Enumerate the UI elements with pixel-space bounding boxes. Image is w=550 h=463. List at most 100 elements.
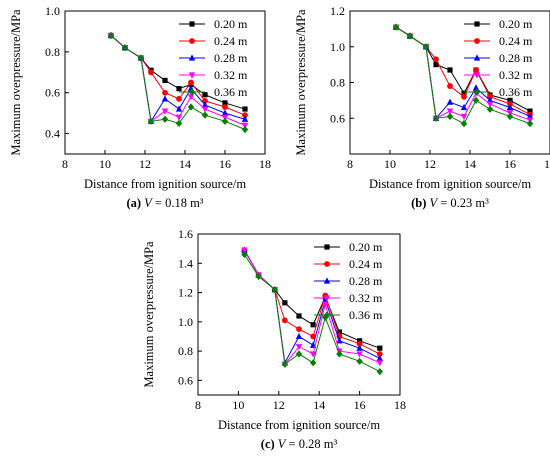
y-axis-title: Maximum overpressure/MPa — [9, 9, 23, 156]
legend-label: 0.24 m — [214, 34, 248, 48]
data-point — [295, 344, 303, 351]
data-point — [460, 113, 468, 121]
data-point — [461, 90, 467, 96]
y-tick-label: 1.0 — [330, 40, 345, 54]
x-tick-label: 10 — [384, 157, 396, 171]
chart-svg: 8 10 12 14 16 18 0.6 0.8 1.0 1.2 Distance from ign… — [294, 4, 550, 210]
chart-svg: 8 10 12 14 16 18 0.6 0.8 1.0 1.2 1.4 1.6 Distance fr… — [142, 227, 406, 451]
data-point — [357, 338, 363, 344]
data-point — [187, 94, 195, 101]
caption-value: = 0.18 m³ — [152, 196, 204, 210]
data-point — [242, 112, 248, 119]
x-tick-label: 10 — [99, 157, 111, 171]
data-point — [486, 105, 494, 113]
x-tick-label: 12 — [139, 157, 151, 171]
caption-letter: (b) — [411, 196, 426, 210]
y-tick-label: 0.8 — [45, 45, 60, 59]
data-point — [222, 104, 228, 110]
data-point — [356, 340, 363, 347]
legend: 0.20 m 0.24 m 0.28 m 0.32 m 0.36 m — [314, 240, 383, 322]
caption-letter: (a) — [126, 196, 141, 210]
legend-label: 0.32 m — [349, 291, 383, 305]
data-point — [486, 101, 494, 108]
panel-caption: (b) V = 0.23 m³ — [411, 196, 489, 210]
series-line — [110, 35, 246, 130]
y-tick-label: 1.0 — [178, 315, 193, 329]
caption-letter: (c) — [261, 437, 275, 451]
y-tick-label: 0.6 — [45, 86, 60, 100]
chart-svg: 8 10 12 14 16 18 0.4 0.6 0.8 1.0 Distance from ign… — [9, 4, 271, 210]
legend-label: 0.24 m — [499, 34, 533, 48]
x-tick-label: 16 — [219, 157, 231, 171]
data-point — [377, 345, 383, 351]
legend-item: 0.28 m — [179, 51, 248, 65]
data-point — [241, 250, 248, 259]
legend-label: 0.36 m — [214, 85, 248, 99]
data-point — [460, 103, 468, 111]
data-point — [187, 103, 195, 111]
data-point — [336, 350, 343, 358]
data-point — [296, 326, 302, 333]
x-tick-label: 8 — [347, 157, 353, 171]
data-point — [295, 332, 303, 340]
legend-marker — [323, 311, 331, 319]
data-point — [506, 112, 514, 121]
data-point — [309, 351, 317, 358]
caption-variable: V — [141, 196, 153, 210]
x-tick-label: 16 — [504, 157, 516, 171]
legend-marker — [473, 54, 481, 61]
legend-marker — [474, 21, 480, 27]
x-tick-label: 12 — [424, 157, 436, 171]
y-tick-label: 1.4 — [178, 256, 193, 270]
data-point — [121, 44, 129, 52]
data-point — [161, 115, 169, 123]
data-point — [527, 108, 533, 114]
data-point — [356, 351, 363, 358]
data-point — [356, 344, 363, 351]
legend-marker — [188, 72, 196, 79]
y-tick-label: 0.4 — [45, 127, 60, 141]
legend-label: 0.32 m — [214, 68, 248, 82]
data-point — [201, 106, 209, 113]
data-point — [447, 83, 453, 89]
y-tick-label: 1.6 — [178, 227, 193, 241]
data-point — [506, 103, 514, 111]
data-point — [446, 98, 454, 105]
x-tick-label: 8 — [195, 398, 201, 412]
data-point — [201, 111, 209, 119]
x-tick-label: 18 — [259, 157, 271, 171]
data-point — [376, 367, 383, 376]
data-point — [161, 108, 169, 115]
data-point — [295, 350, 303, 358]
data-point — [433, 56, 439, 63]
x-tick-label: 14 — [464, 157, 476, 171]
data-point — [336, 329, 342, 335]
data-point — [432, 114, 440, 122]
y-tick-label: 1.2 — [330, 4, 345, 18]
panel-caption: (c) V = 0.28 m³ — [261, 437, 338, 451]
legend-item: 0.20 m — [314, 240, 383, 254]
data-point — [310, 322, 316, 328]
legend-label: 0.32 m — [499, 68, 533, 82]
data-point — [376, 354, 383, 362]
legend-marker — [473, 72, 481, 79]
x-axis-title: Distance from ignition source/m — [84, 177, 246, 191]
legend-marker — [188, 88, 196, 96]
data-point — [461, 93, 467, 100]
data-point — [188, 79, 194, 86]
series-line — [244, 254, 381, 373]
legend-marker — [473, 88, 481, 96]
data-point — [296, 313, 302, 319]
data-point — [201, 101, 209, 108]
data-point — [526, 120, 534, 128]
chart-panel-a: 8 10 12 14 16 18 0.4 0.6 0.8 1.0 Distance from ign… — [0, 0, 280, 227]
legend-item: 0.36 m — [314, 308, 383, 322]
panel-caption: (a) V = 0.18 m³ — [126, 196, 203, 210]
data-point — [241, 247, 248, 254]
x-tick-label: 12 — [273, 398, 285, 412]
data-point — [162, 77, 168, 84]
legend-item: 0.20 m — [464, 17, 533, 31]
data-point — [322, 301, 329, 308]
data-point — [107, 31, 115, 40]
data-point — [241, 115, 249, 122]
